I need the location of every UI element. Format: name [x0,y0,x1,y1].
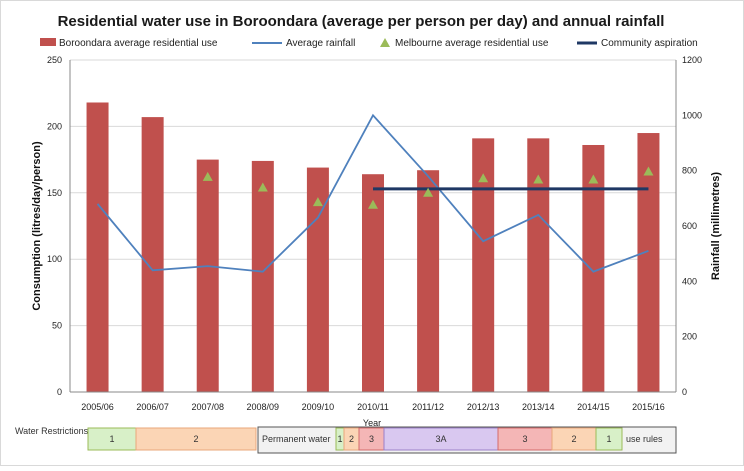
melbourne-marker [643,166,654,176]
melbourne-marker [588,174,599,184]
restriction-stage-label: 3A [435,434,446,444]
restriction-stage-label: 2 [571,434,576,444]
restriction-stage-label: use rules [626,434,663,444]
water-restrictions-label: Water Restrictions [15,426,89,436]
legend-label-melbourne: Melbourne average residential use [395,38,549,49]
restriction-stage-label: 1 [606,434,611,444]
y2-tick-label: 200 [682,332,697,342]
y2-tick-label: 0 [682,387,687,397]
x-tick-label: 2008/09 [247,402,280,412]
restriction-stage [135,427,257,451]
legend-label-rainfall: Average rainfall [286,38,355,49]
bar [527,138,550,392]
melbourne-marker [257,182,268,192]
x-tick-label: 2005/06 [81,402,114,412]
bar [637,133,660,393]
bar [472,138,495,392]
x-tick-labels: 2005/06 2006/07 2007/08 2008/09 2009/10 2010/… [81,402,664,412]
legend: Boroondara average residential use Avera… [40,38,698,49]
melbourne-marker [423,187,434,197]
y2-axis-label: Rainfall (millimetres) [710,172,722,281]
restriction-stage-label: 1 [337,434,342,444]
y2-tick-label: 600 [682,221,697,231]
y-tick-label: 150 [47,188,62,198]
legend-label-bars: Boroondara average residential use [59,38,218,49]
bar [362,174,384,392]
bar [417,170,440,392]
melbourne-series [202,166,654,209]
restrictions-strip: 1 2 Permanent water 1 2 3 3A 3 2 1 use rules [87,427,663,451]
bar-series [86,102,660,393]
legend-label-aspiration: Community aspiration [601,38,698,49]
y-tick-labels: 0 50 100 150 200 250 [47,55,62,397]
restriction-stage-label: 3 [522,434,527,444]
y2-tick-label: 400 [682,276,697,286]
y-tick-label: 0 [57,387,62,397]
x-tick-label: 2013/14 [522,402,555,412]
axes [69,60,677,393]
x-axis-label: Year [363,418,381,428]
melbourne-marker [312,197,323,207]
bar [582,144,605,392]
melbourne-marker [368,199,378,209]
bar [141,117,164,392]
y2-tick-label: 800 [682,166,697,176]
x-tick-label: 2015/16 [632,402,665,412]
melbourne-marker [533,174,544,184]
x-tick-label: 2007/08 [191,402,224,412]
rainfall-line [96,113,649,273]
legend-swatch-bars [40,38,56,46]
y-tick-label: 100 [47,254,62,264]
y2-tick-label: 1000 [682,110,702,120]
y2-tick-label: 1200 [682,55,702,65]
x-tick-label: 2009/10 [302,402,335,412]
melbourne-marker [202,171,213,181]
rainfall-series [96,113,649,273]
bar [86,102,109,392]
y-tick-label: 200 [47,121,62,131]
bar [196,159,219,392]
bar [251,160,274,392]
y-tick-label: 50 [52,321,62,331]
x-tick-label: 2011/12 [412,402,444,412]
restriction-stage [595,427,623,451]
y-tick-label: 250 [47,55,62,65]
restriction-stage-label: 3 [369,434,374,444]
chart-title: Residential water use in Boroondara (ave… [58,13,665,30]
x-tick-label: 2012/13 [467,402,500,412]
x-tick-label: 2014/15 [577,402,610,412]
y-axis-label: Consumption (litres/day/person) [31,141,43,311]
legend-swatch-melbourne [380,38,390,47]
restriction-stage-label: Permanent water [262,434,331,444]
x-tick-label: 2010/11 [357,402,389,412]
melbourne-marker [478,173,489,183]
restriction-stage-label: 2 [193,434,198,444]
x-tick-label: 2006/07 [136,402,169,412]
restriction-stage-label: 2 [349,434,354,444]
restriction-stage-label: 1 [109,434,114,444]
y2-tick-labels: 0 200 400 600 800 1000 1200 [682,55,702,397]
